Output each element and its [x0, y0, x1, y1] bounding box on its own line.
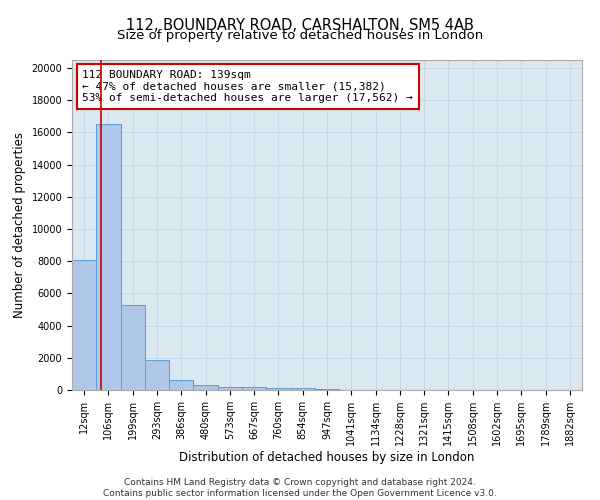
Bar	[169, 380, 193, 390]
Bar	[193, 385, 218, 390]
Y-axis label: Number of detached properties: Number of detached properties	[13, 132, 26, 318]
Bar	[72, 260, 96, 390]
Bar	[121, 304, 145, 390]
Text: 112, BOUNDARY ROAD, CARSHALTON, SM5 4AB: 112, BOUNDARY ROAD, CARSHALTON, SM5 4AB	[126, 18, 474, 32]
Bar	[96, 124, 121, 390]
Text: 112 BOUNDARY ROAD: 139sqm
← 47% of detached houses are smaller (15,382)
53% of s: 112 BOUNDARY ROAD: 139sqm ← 47% of detac…	[82, 70, 413, 103]
Text: Size of property relative to detached houses in London: Size of property relative to detached ho…	[117, 29, 483, 42]
Bar	[218, 386, 242, 390]
Bar	[315, 389, 339, 390]
Bar	[242, 387, 266, 390]
Bar	[145, 360, 169, 390]
Text: Contains HM Land Registry data © Crown copyright and database right 2024.
Contai: Contains HM Land Registry data © Crown c…	[103, 478, 497, 498]
Bar	[266, 388, 290, 390]
X-axis label: Distribution of detached houses by size in London: Distribution of detached houses by size …	[179, 451, 475, 464]
Bar	[290, 388, 315, 390]
